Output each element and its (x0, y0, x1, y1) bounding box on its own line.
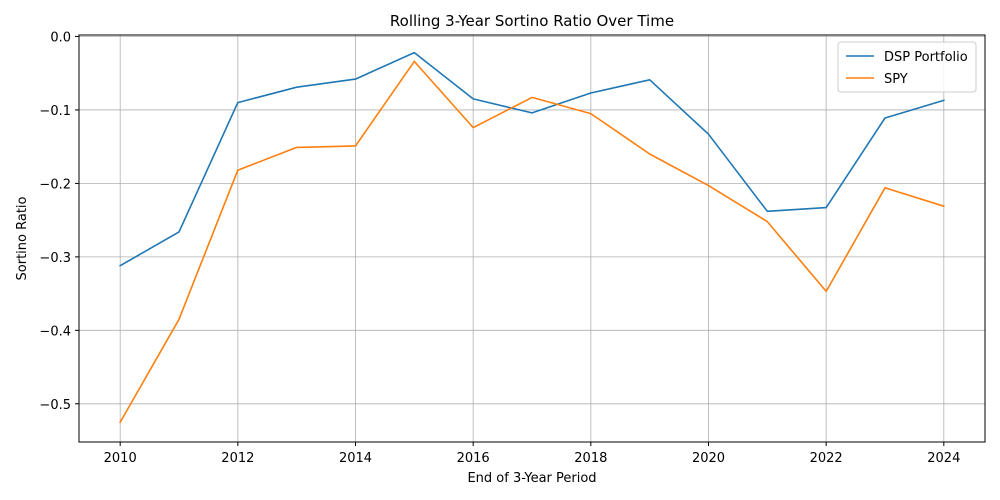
x-tick-label: 2022 (810, 451, 843, 466)
legend-label: SPY (884, 72, 908, 87)
grid-lines (79, 35, 985, 442)
x-tick-label: 2010 (104, 451, 137, 466)
y-tick-label: −0.4 (39, 324, 71, 339)
plot-frame (78, 34, 986, 443)
x-tick-label: 2012 (221, 451, 254, 466)
series-line-spy (119, 60, 945, 424)
series-lines (119, 51, 945, 424)
y-axis-label: Sortino Ratio (15, 196, 30, 280)
chart-title: Rolling 3-Year Sortino Ratio Over Time (390, 12, 674, 30)
x-tick-label: 2018 (574, 451, 607, 466)
legend-box (837, 41, 977, 93)
x-axis-label: End of 3-Year Period (467, 471, 596, 486)
y-tick-label: −0.2 (39, 177, 71, 192)
x-tick-label: 2024 (927, 451, 960, 466)
series-line-dsp-portfolio (119, 51, 945, 267)
x-tick-label: 2020 (692, 451, 725, 466)
y-tick-label: −0.3 (39, 251, 71, 266)
y-tick-label: 0.0 (50, 30, 71, 45)
y-tick-label: −0.1 (39, 104, 71, 119)
legend-label: DSP Portfolio (884, 50, 968, 65)
y-tick-label: −0.5 (39, 398, 71, 413)
axis-ticks: 2010 2012 2014 2016 2018 2020 2022 2024 −0.5 −0.4… (39, 30, 960, 466)
x-tick-label: 2014 (339, 451, 372, 466)
legend: DSP Portfolio SPY (837, 41, 977, 93)
x-tick-label: 2016 (457, 451, 490, 466)
